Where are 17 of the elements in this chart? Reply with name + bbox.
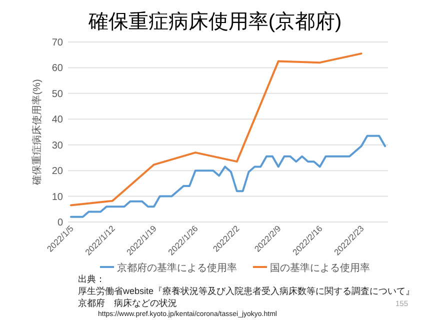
chart-title: 確保重症病床使用率(京都府): [87, 11, 342, 33]
legend-label: 京都府の基準による使用率: [117, 262, 237, 274]
y-tick-label: 60: [52, 63, 64, 74]
legend-label: 国の基準による使用率: [270, 262, 370, 274]
text: 厚生労働省website『療養状況等及び入院患者受入病床数等に関する調査について』: [78, 286, 415, 296]
source-note: 出典：: [78, 274, 105, 284]
y-tick-label: 20: [52, 166, 64, 178]
y-tick-label: 70: [52, 38, 64, 48]
y-axis-title: 確保重症病床使用率(%): [31, 79, 43, 186]
y-tick-label: 0: [57, 218, 64, 228]
y-tick-label: 50: [52, 88, 64, 100]
y-tick-label: 30: [52, 140, 64, 152]
y-tick-label: 40: [52, 114, 64, 126]
line-series: [70, 52, 362, 206]
y-tick-label: 10: [52, 192, 64, 203]
line-series: [70, 134, 386, 218]
text: 京都府 病床などの状況: [78, 298, 177, 308]
